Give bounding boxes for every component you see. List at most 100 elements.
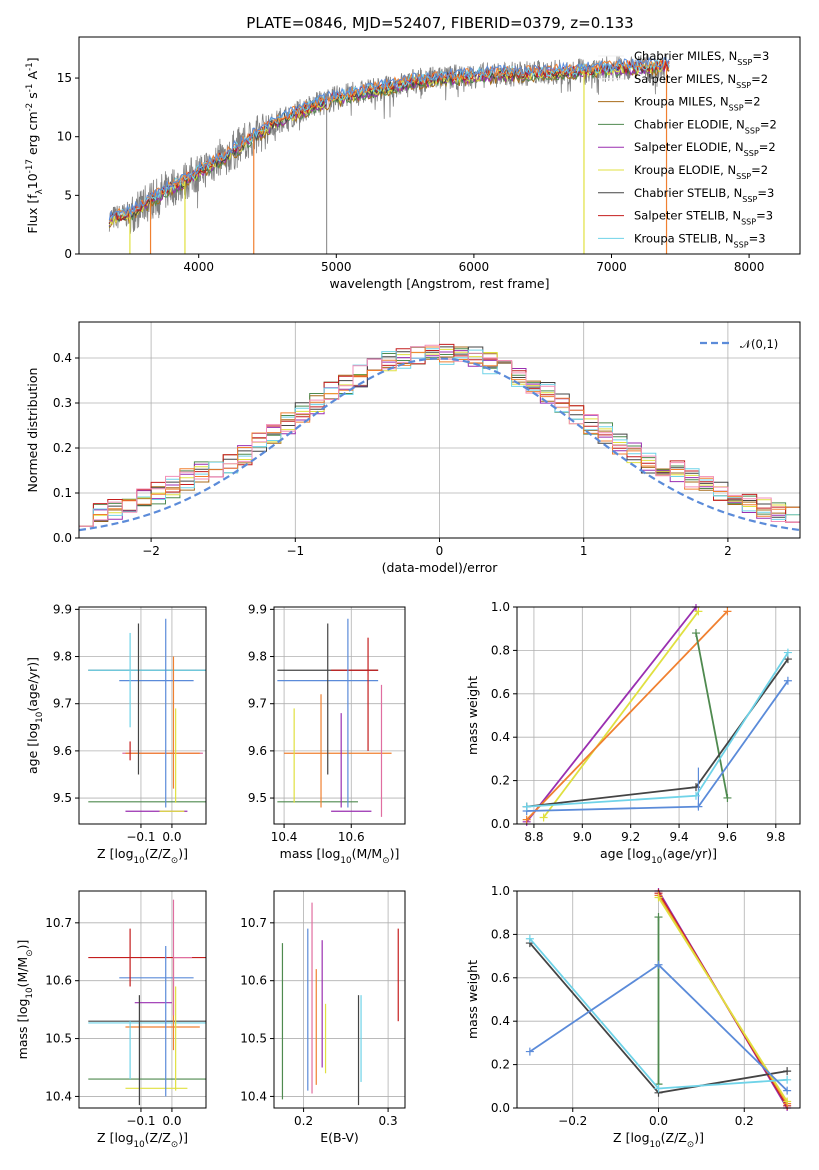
model-spectrum-line xyxy=(108,64,670,227)
mass_weight_vs_age-axes xyxy=(517,606,800,825)
y-tick-label: 0.0 xyxy=(491,1101,510,1115)
mass_weight_vs_Z-plot-area xyxy=(525,888,792,1111)
legend-label: Salpeter ELODIE, NSSP=2 xyxy=(634,140,776,158)
series-marker xyxy=(723,607,732,616)
legend-label: Salpeter MILES, NSSP=2 xyxy=(634,72,768,90)
normal-reference-curve xyxy=(79,357,800,532)
x-tick-label: −0.1 xyxy=(126,830,155,844)
series-marker xyxy=(783,648,792,657)
series-marker xyxy=(783,676,792,685)
legend-label: 𝒩(0,1) xyxy=(740,337,778,351)
legend-label: Kroupa ELODIE, NSSP=2 xyxy=(634,163,768,181)
series-marker xyxy=(522,802,531,811)
x-tick-label: 4000 xyxy=(183,260,214,274)
y-tick-label: 0.3 xyxy=(53,396,72,410)
y-tick-label: 9.5 xyxy=(248,791,267,805)
y-tick-label: 0.4 xyxy=(491,1014,510,1028)
mass_vs_Z-plot-area xyxy=(88,899,206,1106)
mass_vs_ebv-frame xyxy=(273,890,406,1109)
y-tick-label: 15 xyxy=(57,71,72,85)
y-tick-label: 0 xyxy=(64,247,72,261)
y-tick-label: 9.6 xyxy=(53,744,72,758)
x-tick-label: 2 xyxy=(724,544,732,558)
series-marker xyxy=(694,607,703,616)
y-tick-label: 10.7 xyxy=(45,916,72,930)
mass_vs_Z-axes xyxy=(79,891,206,1108)
x-tick-label: −2 xyxy=(142,544,160,558)
series-marker xyxy=(654,893,663,902)
series-marker xyxy=(654,913,663,922)
y-tick-label: 10.4 xyxy=(240,1089,267,1103)
legend-label: Salpeter STELIB, NSSP=3 xyxy=(634,209,773,227)
y-tick-label: 10.4 xyxy=(45,1089,72,1103)
y-tick-label: 0.8 xyxy=(491,643,510,657)
y-tick-label: 9.9 xyxy=(248,602,267,616)
series-marker xyxy=(525,934,534,943)
y-tick-label: 0.1 xyxy=(53,486,72,500)
y-tick-label: 10 xyxy=(57,130,72,144)
x-tick-label: 0.3 xyxy=(379,1114,398,1128)
age_vs_mass-axes xyxy=(274,607,405,824)
figure-title: PLATE=0846, MJD=52407, FIBERID=0379, z=0… xyxy=(246,14,633,32)
x-tick-label: 0.0 xyxy=(649,1114,668,1128)
y-tick-label: 9.5 xyxy=(53,791,72,805)
spectrum-frame xyxy=(78,36,801,255)
series-marker xyxy=(783,1067,792,1076)
y-tick-label: 0.2 xyxy=(53,441,72,455)
y-tick-label: 0.8 xyxy=(491,927,510,941)
y-tick-label: 0.4 xyxy=(491,730,510,744)
legend-label: Chabrier MILES, NSSP=3 xyxy=(634,49,769,67)
mass_vs_ebv-plot-area xyxy=(281,902,399,1106)
series-line xyxy=(657,897,788,1102)
x-axis-label: E(B-V) xyxy=(320,1130,359,1145)
mass_weight_vs_age-frame xyxy=(516,606,801,825)
y-tick-label: 9.7 xyxy=(53,697,72,711)
legend-label: Kroupa STELIB, NSSP=3 xyxy=(634,231,766,249)
x-tick-label: 10.4 xyxy=(271,830,298,844)
y-tick-label: 10.6 xyxy=(45,974,72,988)
x-tick-label: 9.6 xyxy=(718,830,737,844)
y-tick-label: 9.7 xyxy=(248,697,267,711)
y-tick-label: 0.6 xyxy=(491,971,510,985)
y-tick-label: 5 xyxy=(64,188,72,202)
x-tick-label: 9.4 xyxy=(670,830,689,844)
x-tick-label: −0.1 xyxy=(126,1114,155,1128)
y-tick-label: 0.0 xyxy=(53,531,72,545)
series-marker xyxy=(783,1075,792,1084)
x-tick-label: 0.0 xyxy=(162,830,181,844)
series-marker xyxy=(654,1084,663,1093)
y-tick-label: 9.8 xyxy=(248,650,267,664)
x-axis-label: mass [log10(M/M⊙)] xyxy=(280,846,400,866)
mass_weight_vs_age-plot-area xyxy=(522,604,792,826)
series-line xyxy=(525,606,697,823)
x-tick-label: 0.2 xyxy=(735,1114,754,1128)
age_vs_Z-axes xyxy=(79,607,206,824)
series-marker xyxy=(654,960,663,969)
series-marker xyxy=(691,629,700,638)
observed-spectrum-line xyxy=(108,54,670,234)
y-tick-label: 10.5 xyxy=(240,1032,267,1046)
x-tick-label: 5000 xyxy=(321,260,352,274)
y-tick-label: 0.0 xyxy=(491,817,510,831)
y-axis-label: age [log10(age/yr)] xyxy=(25,657,45,774)
age_vs_Z-frame xyxy=(78,606,207,825)
y-tick-label: 10.7 xyxy=(240,916,267,930)
y-tick-label: 9.9 xyxy=(53,602,72,616)
x-tick-label: 8.8 xyxy=(524,830,543,844)
series-marker xyxy=(723,793,732,802)
y-tick-label: 0.2 xyxy=(491,774,510,788)
y-axis-label: mass weight xyxy=(465,960,480,1039)
x-tick-label: 0.2 xyxy=(294,1114,313,1128)
histogram-series-line xyxy=(79,344,800,527)
y-tick-label: 10.6 xyxy=(240,974,267,988)
x-tick-label: 1 xyxy=(580,544,588,558)
x-tick-label: 0.0 xyxy=(162,1114,181,1128)
mass_vs_ebv-axes xyxy=(274,891,405,1108)
series-line xyxy=(542,610,700,819)
series-marker xyxy=(691,791,700,800)
x-tick-label: −0.2 xyxy=(558,1114,587,1128)
series-marker xyxy=(525,1047,534,1056)
series-marker xyxy=(522,815,531,824)
series-line xyxy=(526,658,789,808)
